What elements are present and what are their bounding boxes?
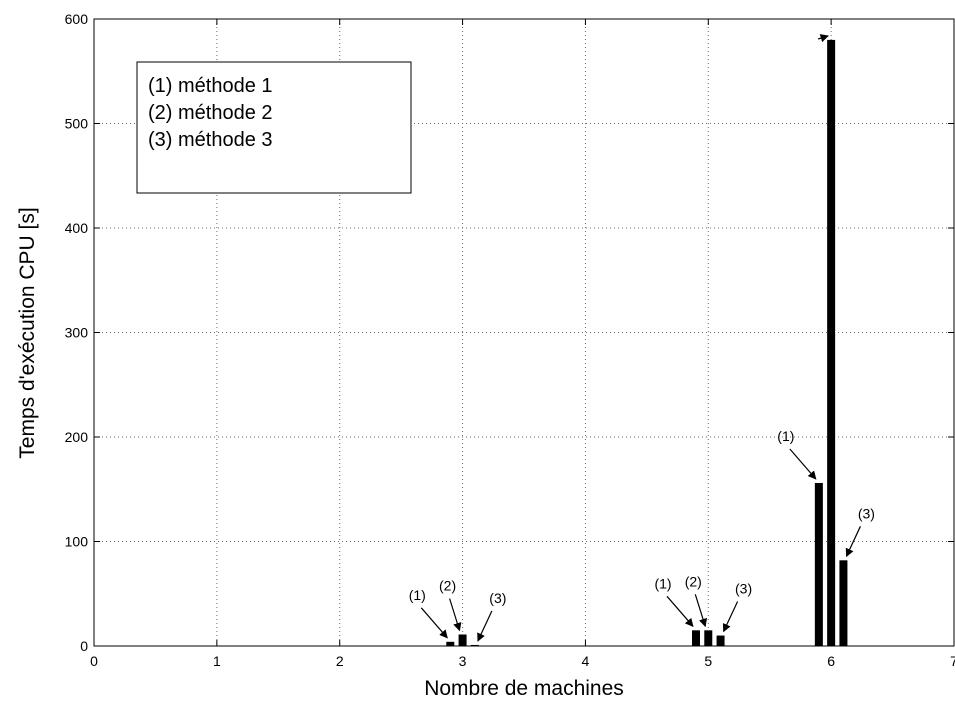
y-tick-label: 500 (65, 116, 89, 132)
bar-annotation-label: (1) (409, 587, 426, 603)
bar (716, 635, 725, 646)
legend-entry-2: (2) méthode 2 (148, 102, 273, 124)
bar-annotation-label: (3) (858, 505, 875, 521)
annotation-arrow (477, 610, 493, 642)
legend-entry-3: (3) méthode 3 (148, 129, 273, 151)
legend: (1) méthode 1 (2) méthode 2 (3) méthode … (136, 61, 412, 194)
y-tick-label: 300 (65, 325, 89, 341)
bar-annotation-label: (3) (489, 590, 506, 606)
bar (704, 630, 713, 646)
y-tick-label: 0 (80, 638, 88, 654)
x-tick-label: 5 (704, 653, 712, 669)
bar (839, 560, 848, 646)
x-tick-label: 7 (950, 653, 955, 669)
bar-annotations: (1)(2)(3)(1)(2)(3)(1)(2)(3) (409, 34, 875, 642)
bar (827, 39, 836, 646)
annotation-arrow (722, 601, 739, 633)
bars (446, 39, 848, 646)
x-tick-label: 0 (90, 653, 98, 669)
y-axis-label: Temps d'exécution CPU [s] (16, 207, 39, 458)
annotation-arrow (845, 526, 861, 558)
y-tick-label: 600 (65, 11, 89, 27)
annotation-arrow (694, 594, 708, 628)
x-axis-label: Nombre de machines (424, 677, 624, 700)
bar-annotation-label: (3) (735, 581, 752, 597)
annotation-arrow (448, 598, 462, 632)
y-tick-label: 100 (65, 534, 89, 550)
axis-ticks: 0 1 2 3 4 5 6 7 0 100 200 300 400 500 600 (65, 11, 955, 669)
annotation-arrow (666, 595, 694, 627)
y-tick-label: 400 (65, 220, 89, 236)
x-tick-label: 2 (336, 653, 344, 669)
x-tick-label: 3 (459, 653, 467, 669)
annotation-arrow (420, 607, 448, 639)
legend-box (136, 61, 412, 194)
x-tick-label: 1 (213, 653, 221, 669)
bar-annotation-label: (2) (439, 578, 456, 594)
bar-annotation-label: (2) (685, 573, 702, 589)
annotation-arrow (817, 34, 829, 43)
bar-annotation-label: (1) (654, 575, 671, 591)
bar (446, 641, 455, 646)
bar-annotation-label: (1) (777, 428, 794, 444)
x-tick-label: 6 (827, 653, 835, 669)
bar (814, 482, 823, 646)
bar (470, 644, 479, 646)
bar (692, 630, 700, 646)
x-tick-label: 4 (582, 653, 590, 669)
annotation-arrow (789, 448, 817, 480)
legend-entry-1: (1) méthode 1 (148, 75, 273, 97)
y-tick-label: 200 (65, 429, 89, 445)
